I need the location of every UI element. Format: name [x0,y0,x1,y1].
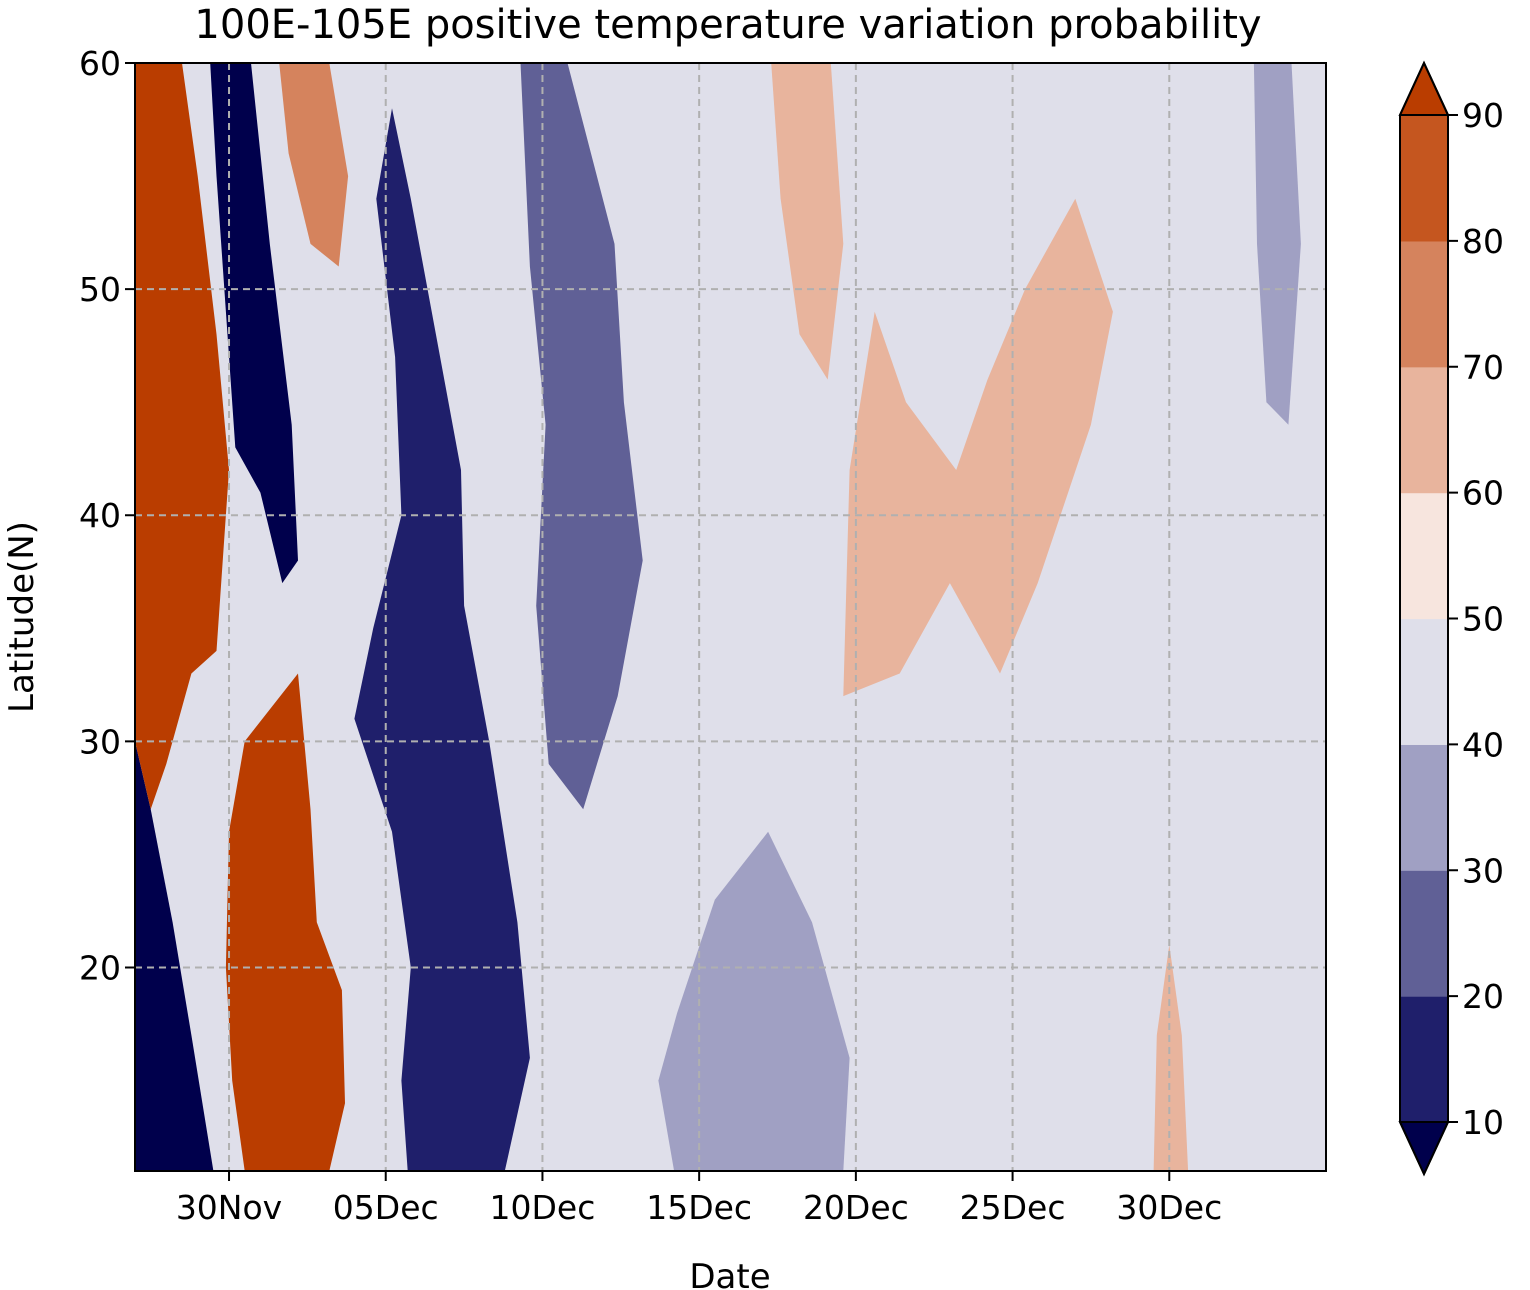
colorbar-extend-top [1398,60,1450,116]
colorbar-tick-label: 20 [1462,977,1504,1016]
band-warm-upper [279,63,349,267]
band-cold-ridge [210,63,298,584]
band-cold-east [1253,63,1301,425]
y-tick-label: 40 [79,496,121,535]
colorbar-segment [1400,870,1448,997]
y-axis: 20 30 40 50 60 [79,44,135,987]
y-tick-label: 30 [79,722,121,761]
band-cold-west [135,741,214,1171]
band-cold-trough-b [520,63,643,810]
x-tick-label: 30Dec [1116,1188,1222,1227]
band-warm-north [771,63,844,380]
colorbar-tick-label: 30 [1462,851,1504,890]
band-warm-west [135,63,229,810]
colorbar-segment [1400,366,1448,494]
colorbar-tick-label: 60 [1462,474,1504,513]
x-tick-label: 15Dec [646,1188,752,1227]
colorbar-segment [1400,115,1448,242]
x-tick-label: 20Dec [803,1188,909,1227]
colorbar-segment [1400,492,1448,620]
x-tick-label: 05Dec [333,1188,439,1227]
plot-area [135,63,1326,1171]
y-tick-label: 60 [79,44,121,83]
colorbar-extend-bottom [1398,1121,1450,1177]
x-axis: 30Nov 05Dec 10Dec 15Dec 20Dec 25Dec 30Dec [176,1171,1222,1227]
colorbar-tick-label: 50 [1462,600,1504,639]
band-warm-east-south [1153,944,1189,1171]
x-tick-label: 25Dec [960,1188,1066,1227]
colorbar-tick-label: 90 [1462,96,1504,135]
colorbar-segment [1400,744,1448,871]
band-warm-ridge [225,673,345,1171]
band-cold-trough-a [354,108,530,1171]
colorbar-segment [1400,618,1448,745]
x-tick-label: 10Dec [490,1188,596,1227]
colorbar-segment [1400,996,1448,1123]
band-cold-south-c [658,831,850,1171]
y-tick-label: 20 [79,948,121,987]
y-tick-label: 50 [79,270,121,309]
plot-frame [134,62,1327,1172]
chart-title: 100E-105E positive temperature variation… [194,2,1261,48]
x-axis-label: Date [689,1257,770,1290]
colorbar-tick-label: 80 [1462,222,1504,261]
band-warm-mid [843,198,1113,697]
colorbar-tick-label: 10 [1462,1103,1504,1142]
x-tick-label: 30Nov [176,1188,282,1227]
colorbar: 10 20 30 40 50 60 70 80 90 [1398,60,1504,1177]
colorbar-tick-label: 70 [1462,348,1504,387]
colorbar-segment [1400,240,1448,368]
y-axis-label: Latitude(N) [2,521,42,713]
colorbar-tick-label: 40 [1462,725,1504,764]
